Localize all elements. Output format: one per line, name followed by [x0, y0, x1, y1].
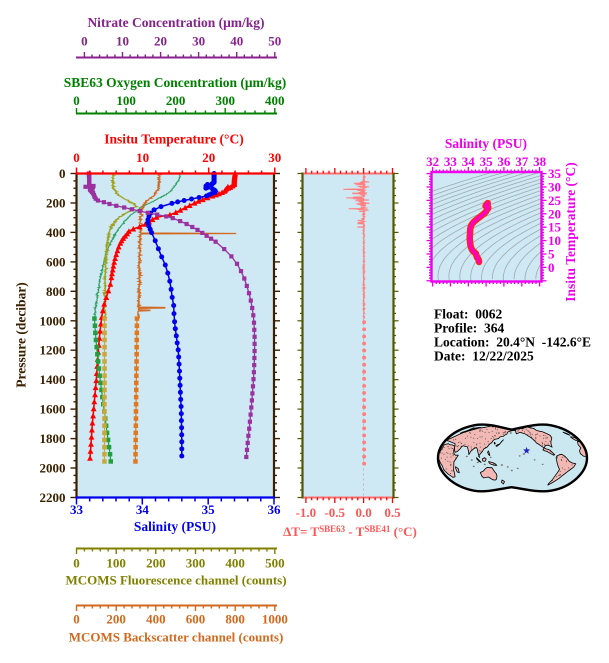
- svg-text:300: 300: [186, 556, 206, 571]
- svg-text:34: 34: [462, 154, 476, 169]
- svg-text:SBE63 Oxygen Concentration (μm: SBE63 Oxygen Concentration (μm/kg): [64, 75, 287, 90]
- svg-text:33: 33: [70, 502, 84, 517]
- svg-text:34: 34: [136, 502, 150, 517]
- svg-text:1000: 1000: [40, 313, 66, 328]
- svg-text:10: 10: [548, 233, 561, 248]
- svg-text:800: 800: [225, 612, 245, 627]
- svg-text:36: 36: [267, 502, 281, 517]
- svg-text:0: 0: [81, 34, 88, 49]
- svg-text:Salinity (PSU): Salinity (PSU): [134, 519, 216, 534]
- svg-text:200: 200: [106, 612, 126, 627]
- svg-text:Pressure (decibar): Pressure (decibar): [14, 282, 29, 388]
- svg-text:Insitu Temperature (°C): Insitu Temperature (°C): [104, 132, 243, 147]
- svg-text:0: 0: [73, 150, 80, 165]
- svg-text:20: 20: [548, 206, 561, 221]
- svg-text:300: 300: [215, 93, 235, 108]
- svg-text:MCOMS Fluorescence channel (co: MCOMS Fluorescence channel (counts): [65, 573, 286, 588]
- svg-text:50: 50: [268, 34, 281, 49]
- svg-text:10: 10: [116, 34, 129, 49]
- svg-text:100: 100: [106, 556, 126, 571]
- svg-text:30: 30: [548, 180, 561, 195]
- svg-text:-0.5: -0.5: [324, 505, 345, 520]
- svg-text:1800: 1800: [40, 431, 66, 446]
- svg-text:0: 0: [59, 166, 66, 181]
- svg-text:0.5: 0.5: [384, 505, 401, 520]
- svg-text:35: 35: [548, 166, 562, 181]
- svg-text:30: 30: [192, 34, 205, 49]
- svg-text:400: 400: [225, 556, 245, 571]
- svg-text:25: 25: [548, 193, 562, 208]
- svg-text:2000: 2000: [40, 461, 66, 476]
- svg-text:10: 10: [136, 150, 149, 165]
- svg-text:35: 35: [480, 154, 494, 169]
- svg-text:36: 36: [497, 154, 511, 169]
- svg-text:Date: 12/22/2025: Date: 12/22/2025: [434, 349, 534, 364]
- svg-text:200: 200: [146, 556, 166, 571]
- svg-text:800: 800: [46, 284, 66, 299]
- svg-text:1400: 1400: [40, 372, 66, 387]
- svg-text:0: 0: [73, 556, 80, 571]
- svg-text:Nitrate Concentration (μm/kg): Nitrate Concentration (μm/kg): [87, 15, 264, 30]
- svg-text:20: 20: [202, 150, 215, 165]
- svg-text:0: 0: [73, 612, 80, 627]
- svg-text:400: 400: [265, 93, 285, 108]
- svg-text:35: 35: [202, 502, 216, 517]
- svg-text:1600: 1600: [40, 402, 66, 417]
- svg-text:ΔT= TSBE63 - TSBE41 (°C): ΔT= TSBE63 - TSBE41 (°C): [283, 524, 417, 539]
- svg-text:200: 200: [46, 195, 66, 210]
- svg-text:0: 0: [73, 93, 80, 108]
- svg-text:32: 32: [426, 154, 439, 169]
- svg-text:MCOMS Backscatter channel (cou: MCOMS Backscatter channel (counts): [69, 630, 284, 645]
- svg-text:1200: 1200: [40, 343, 66, 358]
- svg-text:37: 37: [515, 154, 529, 169]
- svg-text:400: 400: [146, 612, 166, 627]
- svg-text:400: 400: [46, 225, 66, 240]
- svg-text:600: 600: [186, 612, 206, 627]
- svg-text:38: 38: [533, 154, 547, 169]
- svg-text:30: 30: [268, 150, 281, 165]
- svg-text:Float: 0062: Float: 0062: [434, 307, 502, 322]
- svg-text:0.0: 0.0: [355, 505, 371, 520]
- svg-text:5: 5: [548, 247, 555, 262]
- svg-text:0: 0: [548, 260, 555, 275]
- svg-text:200: 200: [166, 93, 186, 108]
- svg-text:20: 20: [154, 34, 167, 49]
- svg-text:Insitu Temperature (°C): Insitu Temperature (°C): [563, 162, 578, 301]
- svg-text:40: 40: [230, 34, 243, 49]
- svg-text:600: 600: [46, 254, 66, 269]
- svg-text:Profile: 364: Profile: 364: [434, 321, 504, 336]
- svg-text:1000: 1000: [262, 612, 288, 627]
- svg-text:Location: 20.4°N -142.6°E: Location: 20.4°N -142.6°E: [434, 335, 591, 350]
- svg-text:Salinity (PSU): Salinity (PSU): [445, 136, 527, 151]
- svg-text:500: 500: [265, 556, 285, 571]
- svg-text:-1.0: -1.0: [296, 505, 317, 520]
- svg-text:100: 100: [116, 93, 136, 108]
- svg-text:2200: 2200: [40, 490, 66, 505]
- svg-text:15: 15: [548, 220, 562, 235]
- svg-text:33: 33: [444, 154, 458, 169]
